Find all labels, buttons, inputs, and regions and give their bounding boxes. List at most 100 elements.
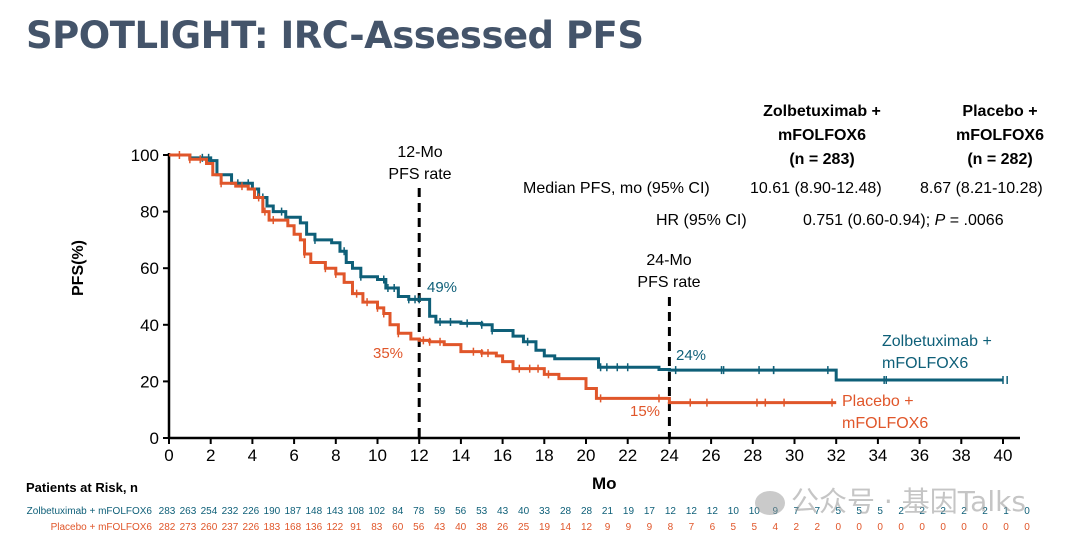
- y-tick-label: 60: [140, 259, 159, 278]
- risk-count: 9: [604, 522, 611, 533]
- y-tick-label: 20: [140, 372, 159, 391]
- placebo-24mo-rate: 15%: [630, 403, 661, 420]
- risk-table-title: Patients at Risk, n: [26, 480, 138, 495]
- risk-count: 5: [835, 506, 841, 517]
- legend-zolbe-line2: mFOLFOX6: [882, 355, 969, 372]
- risk-count: 12: [664, 506, 676, 517]
- hr-value: 0.751 (0.60-0.94); P = .0066: [803, 212, 1004, 230]
- risk-count: 148: [305, 506, 323, 517]
- risk-label-placebo: Placebo + mFOLFOX6: [50, 522, 152, 533]
- risk-count: 283: [158, 506, 176, 517]
- risk-count: 108: [347, 506, 365, 517]
- risk-count: 25: [518, 522, 530, 533]
- hr-label: HR (95% CI): [656, 212, 747, 229]
- hr-ci: 0.751 (0.60-0.94);: [803, 212, 935, 229]
- risk-count: 2: [814, 522, 821, 533]
- risk-count: 38: [476, 522, 488, 533]
- risk-count: 43: [434, 522, 446, 533]
- risk-row-zolbe: Zolbetuximab + mFOLFOX6 283 263 254 232 226 1…: [0, 506, 1080, 520]
- col-header-placebo-line2: mFOLFOX6: [955, 127, 1044, 144]
- x-tick-label: 2: [206, 446, 215, 465]
- risk-count: 2: [940, 506, 946, 517]
- col-header-placebo-line3: (n = 282): [967, 151, 1033, 168]
- risk-count: 0: [961, 522, 967, 533]
- x-tick-label: 40: [994, 446, 1013, 465]
- risk-count: 56: [455, 506, 467, 517]
- col-header-zolbe-line2: mFOLFOX6: [777, 127, 866, 144]
- risk-count: 0: [835, 522, 841, 533]
- y-tick-label: 80: [140, 203, 159, 222]
- legend-placebo-line2: mFOLFOX6: [842, 415, 929, 432]
- risk-count: 19: [538, 522, 551, 533]
- x-tick-label: 10: [368, 446, 387, 465]
- x-tick-label: 22: [618, 446, 637, 465]
- col-header-zolbe-line1: Zolbetuximab +: [763, 103, 881, 120]
- risk-count: 183: [263, 522, 281, 533]
- placebo-12mo-rate: 35%: [373, 345, 404, 362]
- risk-count: 1: [1003, 506, 1009, 517]
- risk-count: 237: [221, 522, 239, 533]
- risk-count: 17: [643, 506, 655, 517]
- risk-count: 26: [497, 522, 509, 533]
- risk-count: 10: [727, 506, 739, 517]
- x-tick-label: 38: [952, 446, 971, 465]
- x-tick-label: 16: [493, 446, 512, 465]
- series-placebo: [169, 151, 837, 407]
- p-label: P: [934, 212, 946, 229]
- risk-count: 0: [1024, 506, 1030, 517]
- x-tick-label: 30: [785, 446, 804, 465]
- legend-zolbe: Zolbetuximab + mFOLFOX6: [882, 331, 992, 375]
- risk-count: 7: [688, 522, 695, 533]
- x-tick-label: 4: [248, 446, 257, 465]
- risk-count: 5: [751, 522, 758, 533]
- col-header-placebo: Placebo + mFOLFOX6 (n = 282): [920, 100, 1080, 172]
- x-tick-label: 0: [164, 446, 173, 465]
- risk-count: 6: [709, 522, 716, 533]
- risk-count: 4: [772, 522, 779, 533]
- risk-count: 2: [898, 506, 904, 517]
- risk-count: 28: [580, 506, 593, 517]
- y-tick-label: 100: [131, 146, 159, 165]
- x-tick-label: 18: [535, 446, 554, 465]
- risk-count: 12: [685, 506, 697, 517]
- col-header-zolbe: Zolbetuximab + mFOLFOX6 (n = 283): [742, 100, 902, 172]
- risk-count: 232: [221, 506, 239, 517]
- zolbe-24mo-rate: 24%: [676, 347, 707, 364]
- annotation-12mo: 12-Mo PFS rate: [370, 142, 470, 186]
- risk-count: 187: [284, 506, 302, 517]
- median-pfs-placebo: 8.67 (8.21-10.28): [920, 180, 1043, 197]
- risk-row-placebo: Placebo + mFOLFOX6 282 273 260 237 226 183 168…: [0, 522, 1080, 536]
- risk-count: 84: [392, 506, 404, 517]
- risk-count: 10: [748, 506, 760, 517]
- risk-count: 12: [580, 522, 593, 533]
- risk-count: 43: [497, 506, 509, 517]
- axes: 0 2 4 6 8 10 12 14 16 18 20 22 24 26 28 30 32 34 36 38 40020…: [131, 146, 1020, 465]
- median-pfs-label: Median PFS, mo (95% CI): [523, 180, 710, 197]
- watermark-text: 公众号 · 基因Talks: [791, 485, 1026, 518]
- risk-count: 28: [559, 506, 572, 517]
- page-title: SPOTLIGHT: IRC-Assessed PFS: [26, 14, 644, 57]
- risk-count: 168: [284, 522, 302, 533]
- risk-count: 83: [371, 522, 383, 533]
- y-axis-label: PFS(%): [70, 240, 87, 296]
- wechat-icon: [755, 491, 785, 515]
- risk-count: 122: [326, 522, 344, 533]
- p-value: = .0066: [945, 212, 1004, 229]
- x-tick-label: 14: [451, 446, 470, 465]
- risk-count: 2: [982, 506, 988, 517]
- risk-count: 5: [877, 506, 883, 517]
- legend-placebo: Placebo + mFOLFOX6: [842, 391, 928, 435]
- risk-count: 7: [793, 506, 800, 517]
- risk-count: 0: [982, 522, 988, 533]
- x-tick-label: 34: [868, 446, 887, 465]
- risk-count: 0: [898, 522, 904, 533]
- risk-count: 260: [200, 522, 218, 533]
- annotation-24mo-line1: 24-Mo: [646, 252, 692, 269]
- risk-count: 78: [413, 506, 425, 517]
- risk-count: 263: [179, 506, 197, 517]
- annotation-12mo-line1: 12-Mo: [397, 144, 443, 161]
- risk-count: 0: [919, 522, 925, 533]
- risk-count: 40: [518, 506, 530, 517]
- risk-count: 254: [200, 506, 218, 517]
